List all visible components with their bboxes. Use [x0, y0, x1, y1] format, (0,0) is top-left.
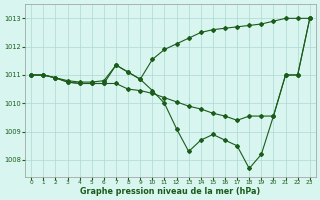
X-axis label: Graphe pression niveau de la mer (hPa): Graphe pression niveau de la mer (hPa)	[80, 187, 261, 196]
